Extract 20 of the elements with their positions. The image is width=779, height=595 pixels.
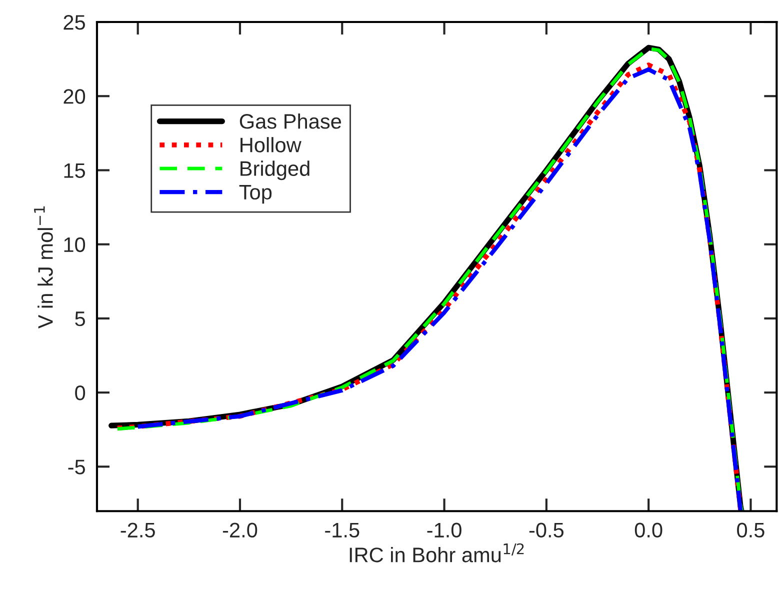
- x-tick-label: -2.5: [120, 522, 155, 538]
- legend-label: Hollow: [240, 137, 302, 152]
- x-tick-label: 0.5: [737, 522, 764, 538]
- y-tick-label: 15: [64, 163, 86, 178]
- y-tick-label: -5: [68, 460, 86, 474]
- x-tick-label: -1.5: [325, 522, 360, 538]
- x-tick-label: 0.0: [634, 522, 662, 538]
- y-tick-label: 10: [64, 237, 86, 252]
- legend-label: Top: [239, 185, 272, 204]
- y-tick-label: 25: [64, 15, 86, 30]
- x-axis-title: IRC in Bohr amu$^{1/2}$: [350, 543, 524, 562]
- x-tick-label: -0.5: [529, 522, 564, 538]
- y-tick-label: 0: [75, 386, 86, 400]
- y-tick-label: 5: [75, 312, 85, 326]
- y-tick-label: 20: [64, 89, 86, 104]
- legend-label: Bridged: [240, 160, 310, 180]
- legend-label: Gas Phase: [240, 113, 341, 129]
- x-tick-label: -1.0: [427, 522, 462, 538]
- y-axis-title: V in kJ mol$^{−1}$: [34, 206, 53, 329]
- x-tick-label: -2.0: [222, 522, 258, 538]
